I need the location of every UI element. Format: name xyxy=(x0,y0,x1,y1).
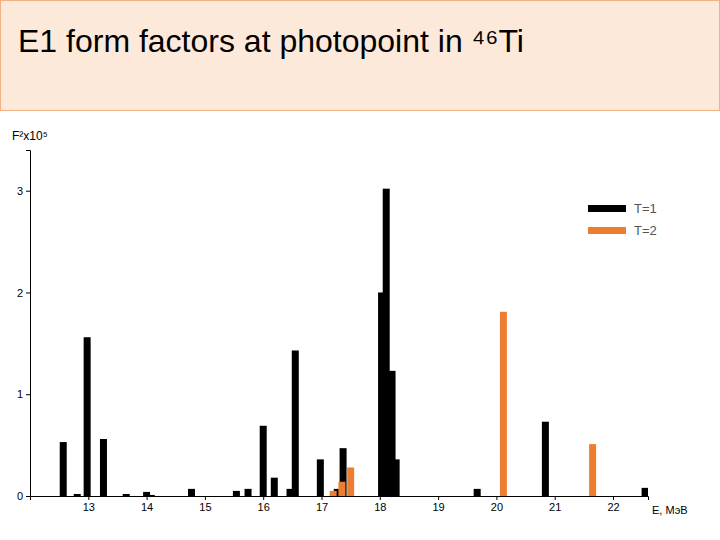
bar xyxy=(271,478,278,496)
x-tick-mark xyxy=(438,496,439,500)
x-tick: 21 xyxy=(549,496,561,513)
y-tick: 3 xyxy=(17,185,30,197)
bar xyxy=(317,459,324,496)
x-tick: 22 xyxy=(607,496,619,513)
x-tick: 13 xyxy=(83,496,95,513)
bar xyxy=(245,489,252,496)
x-tick-label: 19 xyxy=(432,501,444,513)
x-tick: 19 xyxy=(432,496,444,513)
bar xyxy=(100,439,107,496)
x-tick-label: 21 xyxy=(549,501,561,513)
plot-area xyxy=(60,189,648,496)
x-tick-label: 18 xyxy=(374,501,386,513)
legend: T=1T=2 xyxy=(588,201,657,238)
x-tick-label: 22 xyxy=(607,501,619,513)
x-tick-mark xyxy=(613,496,614,500)
y-tick-label: 0 xyxy=(17,490,23,502)
y-tick-label: 1 xyxy=(17,388,23,400)
y-axis-title: F²x10⁵ xyxy=(12,129,48,143)
x-tick-label: 17 xyxy=(316,501,328,513)
x-tick: 20 xyxy=(491,496,503,513)
y-tick-mark xyxy=(26,191,30,192)
x-tick-mark xyxy=(322,496,323,500)
x-tick-label: 13 xyxy=(83,501,95,513)
y-tick-label: 2 xyxy=(17,286,23,298)
x-tick-label: 14 xyxy=(141,501,153,513)
x-tick-mark xyxy=(496,496,497,500)
y-tick-mark xyxy=(26,292,30,293)
bar xyxy=(233,491,240,496)
y-tick: 2 xyxy=(17,286,30,298)
bar xyxy=(338,482,345,496)
title-banner xyxy=(1,1,720,111)
x-tick: 17 xyxy=(316,496,328,513)
legend-label: T=1 xyxy=(634,201,657,216)
y-tick-mark xyxy=(26,496,30,497)
x-tick: 15 xyxy=(199,496,211,513)
y-axis-line xyxy=(26,151,31,497)
bar xyxy=(84,337,91,496)
x-tick-mark xyxy=(555,496,556,500)
x-tick-label: 16 xyxy=(258,501,270,513)
x-tick-mark xyxy=(205,496,206,500)
y-axis: 0 1 2 3 xyxy=(17,151,31,503)
legend-swatch xyxy=(588,227,626,234)
x-tick-mark xyxy=(147,496,148,500)
chart-container: E1 form factors at photopoint in ⁴⁶Ti131… xyxy=(0,0,720,540)
x-tick: 18 xyxy=(374,496,386,513)
x-tick-mark xyxy=(88,496,89,500)
y-tick-mark xyxy=(26,394,30,395)
x-tick: 16 xyxy=(258,496,270,513)
bar xyxy=(60,442,67,496)
bar xyxy=(123,494,130,496)
bar xyxy=(74,494,81,496)
chart-title: E1 form factors at photopoint in ⁴⁶Ti xyxy=(18,23,524,59)
y-tick: 0 xyxy=(17,490,30,502)
bar xyxy=(589,444,596,496)
bar xyxy=(260,426,267,496)
bar xyxy=(542,422,549,496)
x-axis-title: E, МэВ xyxy=(652,504,688,516)
x-tick-label: 20 xyxy=(491,501,503,513)
x-tick-label: 15 xyxy=(199,501,211,513)
legend-label: T=2 xyxy=(634,223,657,238)
bar xyxy=(474,489,481,496)
bar xyxy=(148,495,155,496)
y-tick-label: 3 xyxy=(17,185,23,197)
chart-svg: E1 form factors at photopoint in ⁴⁶Ti131… xyxy=(0,0,720,540)
y-tick: 1 xyxy=(17,388,30,400)
bar xyxy=(393,459,400,496)
x-axis: 13 14 15 16 17 18 19 20 21 22 xyxy=(31,496,649,513)
bar xyxy=(292,350,299,496)
bar xyxy=(642,488,648,496)
x-axis-line xyxy=(31,497,649,501)
bar xyxy=(500,312,507,496)
x-tick: 14 xyxy=(141,496,153,513)
legend-swatch xyxy=(588,205,626,212)
x-tick-mark xyxy=(380,496,381,500)
x-tick-mark xyxy=(263,496,264,500)
bar xyxy=(330,491,337,496)
bar xyxy=(347,468,354,496)
bar xyxy=(188,489,195,496)
